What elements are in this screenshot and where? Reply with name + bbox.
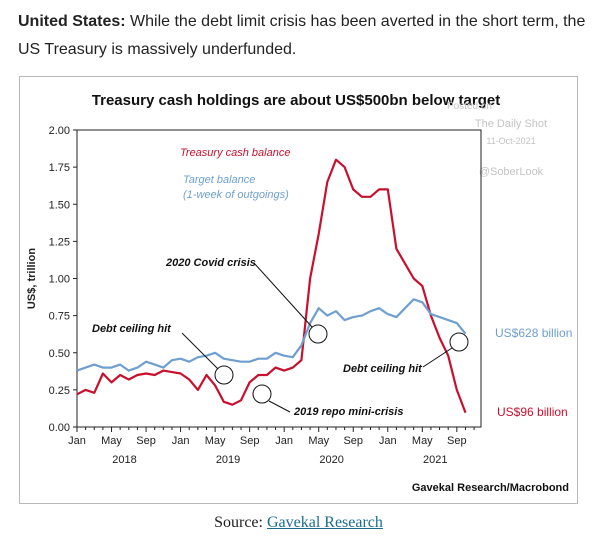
series-label-target-balance: Target balance	[183, 174, 255, 186]
intro-paragraph: United States: While the debt limit cris…	[18, 8, 588, 64]
chart-title: Treasury cash holdings are about US$500b…	[92, 92, 500, 109]
annotation-label: Debt ceiling hit	[343, 363, 423, 375]
series-line-target-balance	[76, 298, 467, 372]
y-axis-label: US$, trillion	[26, 248, 38, 309]
source-prefix: Source:	[214, 514, 267, 531]
y-tick-label: 1.25	[49, 236, 70, 248]
y-tick-label: 0.25	[49, 385, 70, 397]
annotation-circle	[214, 365, 234, 385]
chart-frame: Treasury cash holdings are about US$500b…	[19, 76, 578, 504]
y-tick-label: 1.00	[49, 274, 70, 286]
annotation-circle	[308, 324, 328, 344]
x-tick-label: Sep	[447, 435, 467, 447]
source-link[interactable]: Gavekal Research	[266, 514, 383, 531]
annotation-pointer	[181, 332, 219, 370]
x-year-label: 2021	[423, 454, 447, 466]
y-tick-label: 1.50	[49, 199, 70, 211]
annotation-label: 2020 Covid crisis	[165, 257, 256, 269]
series-label-target-balance: (1-week of outgoings)	[183, 189, 289, 201]
x-year-label: 2019	[216, 454, 240, 466]
x-tick-label: Sep	[343, 435, 363, 447]
annotation-circle	[252, 384, 272, 404]
intro-bold: United States:	[18, 13, 126, 30]
x-tick-label: Sep	[240, 435, 260, 447]
watermark-line: 11-Oct-2021	[486, 136, 535, 146]
chart-svg: Treasury cash holdings are about US$500b…	[26, 92, 572, 494]
end-label-target: US$628 billion	[495, 326, 572, 340]
y-tick-label: 0.75	[49, 311, 70, 323]
annotation-pointer	[422, 347, 453, 368]
series-label-cash-balance: Treasury cash balance	[180, 147, 290, 159]
y-tick-label: 2.00	[49, 125, 70, 137]
watermark-line: The Daily Shot	[475, 118, 547, 130]
source-line: Source: Gavekal Research	[0, 514, 597, 532]
y-tick-label: 0.00	[49, 422, 70, 434]
annotation-label: 2019 repo mini-crisis	[293, 406, 403, 418]
annotation-pointer	[253, 262, 313, 328]
x-year-label: 2018	[112, 454, 136, 466]
annotation-label: Debt ceiling hit	[92, 323, 172, 335]
y-tick-label: 1.75	[49, 162, 70, 174]
series-line-cash-balance	[76, 158, 467, 414]
plot-border	[76, 129, 482, 428]
y-tick-label: 0.50	[49, 348, 70, 360]
annotation-circle	[449, 332, 469, 352]
x-tick-label: Jan	[68, 435, 86, 447]
watermark-line: Posted on	[447, 101, 492, 112]
x-year-label: 2020	[319, 454, 343, 466]
x-tick-label: Sep	[136, 435, 156, 447]
x-tick-label: May	[101, 435, 122, 447]
x-tick-label: Jan	[172, 435, 190, 447]
x-tick-label: May	[308, 435, 329, 447]
x-tick-label: May	[205, 435, 226, 447]
chart-credit: Gavekal Research/Macrobond	[412, 482, 569, 494]
watermark-line: @SoberLook	[479, 166, 544, 178]
x-tick-label: May	[412, 435, 433, 447]
x-tick-label: Jan	[379, 435, 397, 447]
intro-text: While the debt limit crisis has been ave…	[18, 13, 586, 58]
annotation-pointer	[268, 400, 291, 413]
x-tick-label: Jan	[275, 435, 293, 447]
end-label-cash: US$96 billion	[497, 405, 568, 419]
